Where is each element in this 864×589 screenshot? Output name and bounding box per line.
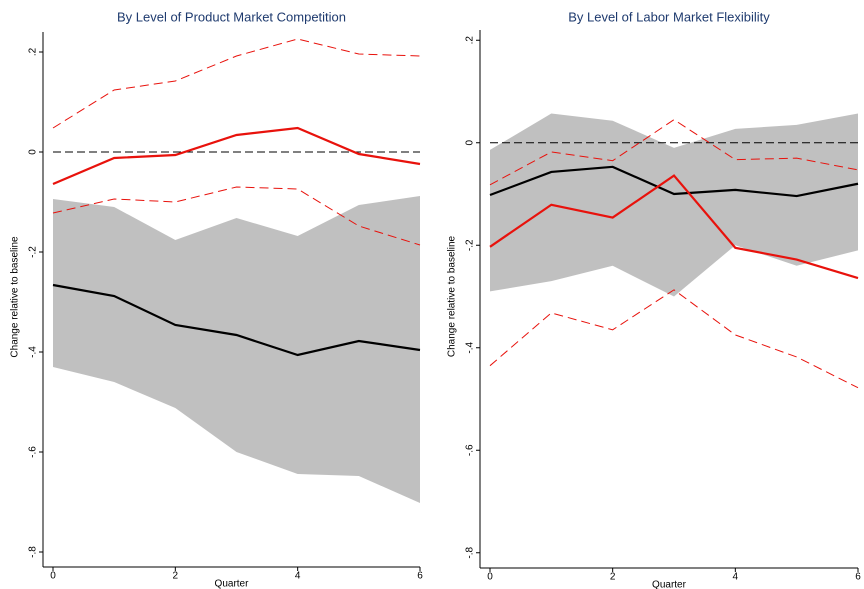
- x-tick-label: 2: [173, 571, 179, 582]
- y-tick-label: .2: [465, 36, 476, 45]
- y-tick-label: .2: [28, 47, 39, 56]
- y-tick-label: -.8: [465, 546, 476, 558]
- y-axis-label: Change relative to baseline: [447, 235, 458, 357]
- x-axis-label: Quarter: [652, 580, 687, 589]
- ci-line: [52, 186, 421, 246]
- y-tick-label: -.6: [465, 444, 476, 456]
- y-tick-label: -.8: [28, 546, 39, 558]
- y-tick-label: -.4: [465, 341, 476, 353]
- ci-line: [52, 38, 421, 129]
- y-tick-label: 0: [28, 149, 39, 155]
- confidence-band: [490, 113, 858, 297]
- estimate-line: [52, 126, 421, 186]
- x-tick-label: 4: [295, 571, 301, 582]
- confidence-band: [53, 196, 420, 503]
- chart-title: By Level of Product Market Competition: [117, 9, 346, 24]
- x-tick-label: 0: [487, 572, 493, 583]
- ci-line: [489, 119, 859, 186]
- x-tick-label: 4: [733, 572, 739, 583]
- x-tick-label: 6: [855, 572, 861, 583]
- ci-line: [489, 289, 859, 389]
- y-tick-label: 0: [465, 140, 476, 146]
- y-tick-label: -.2: [465, 239, 476, 251]
- x-tick-label: 2: [610, 572, 616, 583]
- chart-title: By Level of Labor Market Flexibility: [568, 9, 770, 24]
- y-tick-label: -.4: [28, 346, 39, 358]
- x-axis-label: Quarter: [215, 579, 250, 589]
- x-tick-label: 0: [50, 571, 56, 582]
- estimate-line: [489, 174, 859, 280]
- x-tick-label: 6: [417, 571, 423, 582]
- estimate-line: [489, 165, 859, 198]
- y-axis-label: Change relative to baseline: [10, 236, 21, 358]
- y-tick-label: -.6: [28, 446, 39, 458]
- y-tick-label: -.2: [28, 246, 39, 258]
- estimate-line: [52, 283, 421, 357]
